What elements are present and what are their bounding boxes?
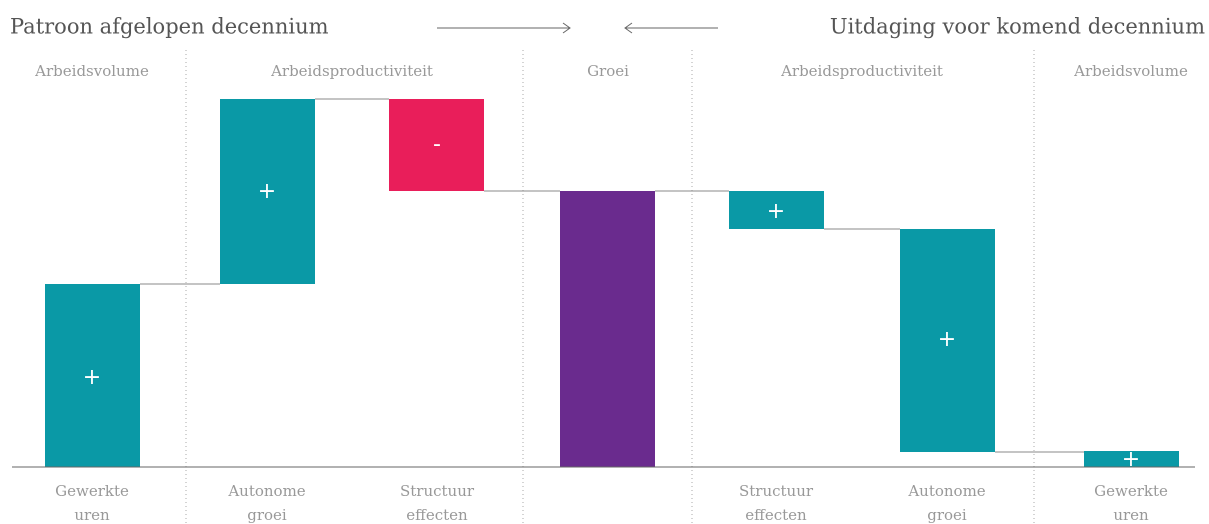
bar-label: Autonome: [227, 482, 305, 500]
right-title: Uitdaging voor komend decennium: [830, 15, 1205, 39]
bar-label: Structuur: [400, 482, 475, 500]
section-label: Groei: [587, 62, 629, 80]
bar-label: effecten: [406, 506, 468, 524]
bar-label: groei: [927, 506, 967, 524]
bar-sign: +: [938, 327, 956, 352]
bar-sign: +: [1122, 447, 1140, 472]
section-label: Arbeidsvolume: [1073, 62, 1188, 80]
bar-label: effecten: [745, 506, 807, 524]
arrows: [437, 22, 718, 34]
bar-label: Autonome: [907, 482, 985, 500]
left-title: Patroon afgelopen decennium: [10, 15, 329, 39]
bar-sign: +: [83, 365, 101, 390]
section-label: Arbeidsvolume: [34, 62, 149, 80]
bar-label: uren: [1113, 506, 1149, 524]
dividers: [185, 50, 1035, 524]
bar: [1084, 451, 1179, 467]
bar: [729, 191, 824, 229]
bar-label: uren: [74, 506, 110, 524]
bar-labels: Gewerkte uren Autonome groei Structuur effect…: [55, 482, 1168, 524]
bar-label: Gewerkte: [1094, 482, 1168, 500]
bar-sign: +: [767, 199, 785, 224]
bar-label: Structuur: [739, 482, 814, 500]
section-label: Arbeidsproductiviteit: [780, 62, 943, 80]
bar: [900, 229, 995, 452]
bar-sign: +: [258, 179, 276, 204]
bar: [45, 284, 140, 467]
section-label: Arbeidsproductiviteit: [270, 62, 433, 80]
bar: [560, 191, 655, 467]
bar-sign: -: [433, 132, 441, 157]
bars: [45, 99, 1179, 467]
bar: [220, 99, 315, 284]
bar-label: groei: [247, 506, 287, 524]
connectors: [140, 98, 1084, 453]
bar: [389, 99, 484, 191]
bar-label: Gewerkte: [55, 482, 129, 500]
